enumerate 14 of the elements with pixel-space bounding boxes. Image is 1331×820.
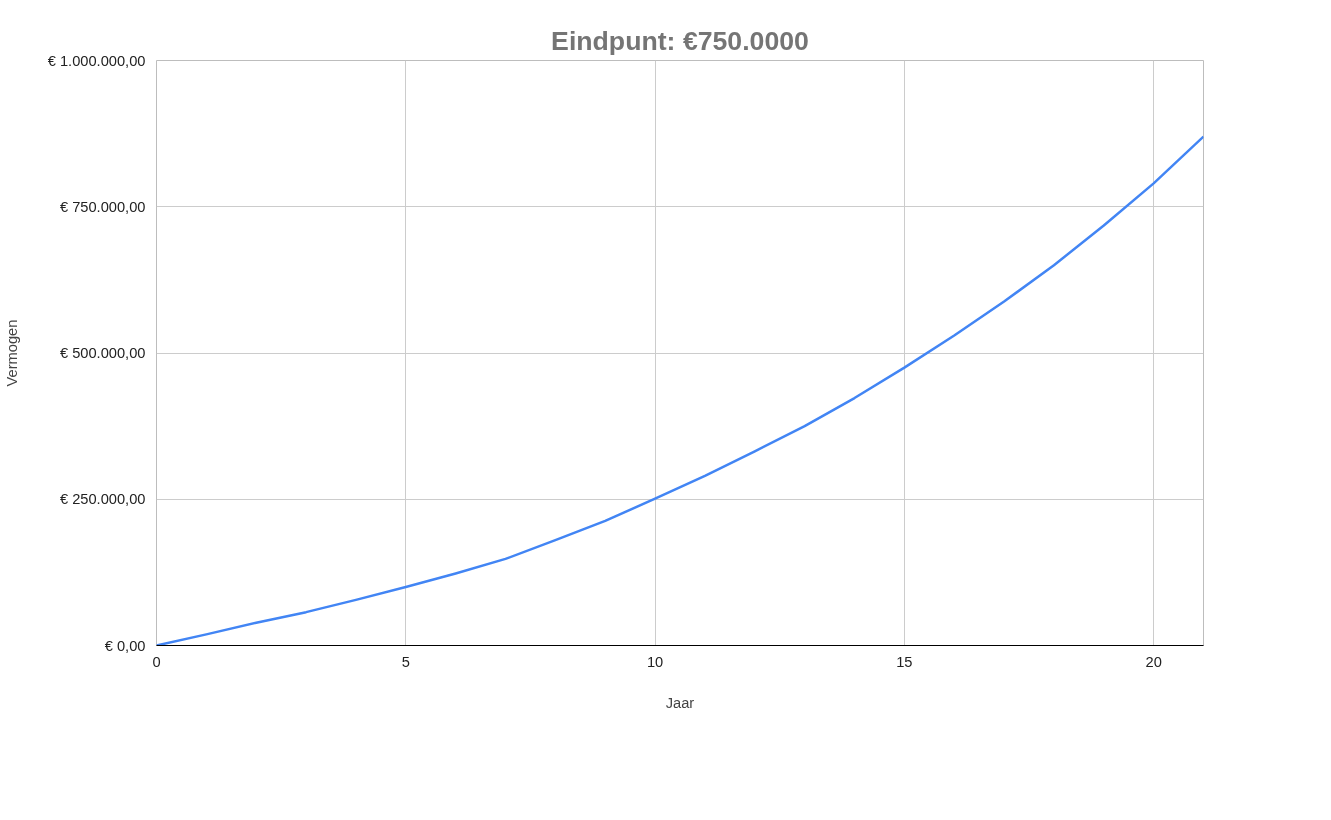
line-series [156, 135, 1204, 646]
x-tick-label: 5 [401, 653, 410, 670]
x-tick-label: 20 [1145, 653, 1162, 670]
y-tick-label: € 750.000,00 [59, 198, 146, 215]
y-tick-label: € 500.000,00 [59, 345, 146, 361]
x-tick-label: 0 [152, 653, 161, 670]
chart-title: Eindpunt: €750.0000 [551, 25, 809, 56]
x-tick-label: 10 [646, 653, 664, 670]
y-tick-label: € 0,00 [104, 637, 146, 654]
y-tick-label: € 1.000.000,00 [47, 52, 146, 69]
y-tick-label: € 250.000,00 [59, 491, 146, 508]
y-axis-title: Vermogen [3, 319, 20, 387]
x-tick-label: 15 [896, 653, 913, 670]
x-axis-title: Jaar [665, 694, 695, 711]
